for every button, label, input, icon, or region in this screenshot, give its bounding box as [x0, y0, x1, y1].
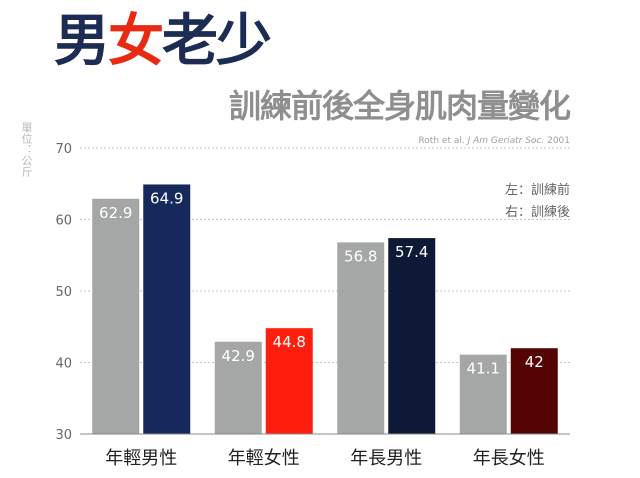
bar-after: [388, 238, 436, 434]
bar-value-label: 41.1: [467, 360, 500, 378]
title-part-men: 男: [54, 9, 110, 74]
bar-value-label: 62.9: [99, 204, 132, 222]
citation: Roth et al. J Am Geriatr Soc. 2001: [418, 136, 570, 146]
y-tick-label: 40: [55, 357, 72, 372]
chart-subtitle: 訓練前後全身肌肉量變化: [228, 87, 571, 125]
citation-journal: J Am Geriatr Soc.: [467, 136, 545, 146]
bar-before: [214, 341, 262, 434]
y-tick-label: 30: [55, 428, 72, 443]
citation-authors: Roth et al.: [418, 136, 468, 146]
bar-before: [337, 242, 385, 434]
title-part-women: 女: [108, 9, 164, 74]
x-category-label: 年長女性: [473, 448, 545, 469]
bar-value-label: 64.9: [150, 189, 183, 207]
legend: 左：訓練前 右：訓練後: [505, 180, 570, 224]
bar-value-label: 56.8: [344, 247, 377, 265]
bar-before: [92, 198, 140, 434]
bar-value-label: 42: [525, 353, 544, 371]
y-tick-label: 60: [55, 214, 72, 229]
x-category-label: 年輕女性: [228, 448, 300, 469]
citation-year: 2001: [544, 136, 570, 146]
bar-before: [459, 354, 507, 434]
bar-after: [265, 328, 313, 434]
x-category-label: 年長男性: [350, 448, 422, 469]
y-tick-label: 50: [55, 285, 72, 300]
legend-right: 右：訓練後: [504, 205, 570, 220]
bar-after: [510, 348, 558, 434]
x-category-label: 年輕男性: [105, 448, 177, 469]
title-part-age: 老少: [162, 9, 272, 74]
legend-left: 左：訓練前: [504, 183, 570, 198]
y-tick-label: 70: [55, 142, 72, 157]
bar-value-label: 42.9: [222, 347, 255, 365]
chart-title: 男女老少: [54, 14, 272, 70]
bar-value-label: 44.8: [273, 333, 306, 351]
unit-label: 單位：公斤: [20, 122, 33, 177]
bar-value-label: 57.4: [395, 243, 428, 261]
bar-after: [143, 184, 191, 434]
